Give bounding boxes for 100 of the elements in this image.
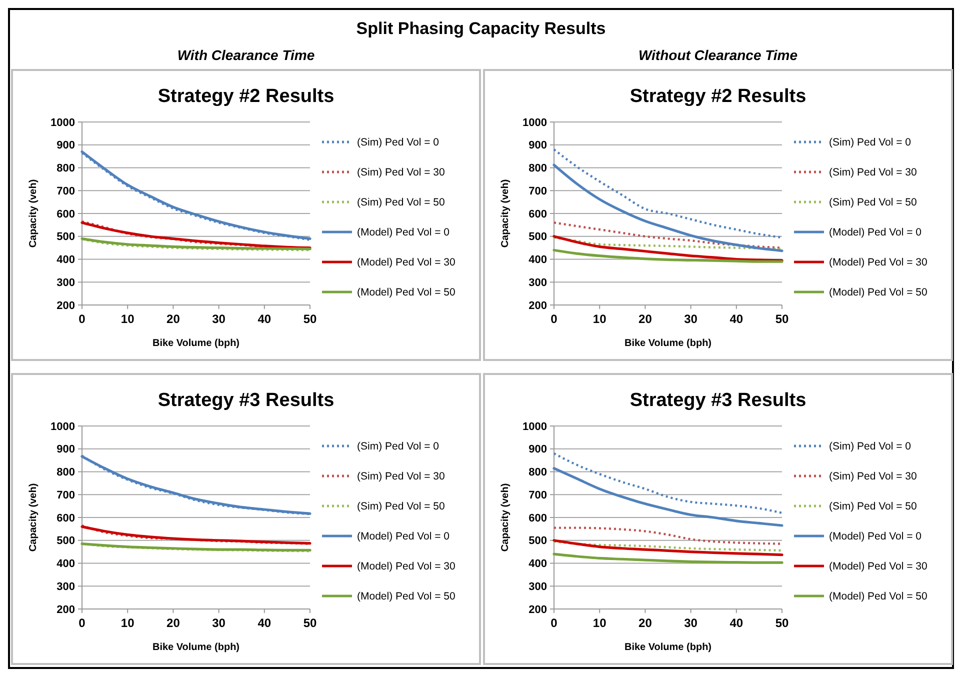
y-tick-label: 600 <box>56 208 75 220</box>
line-series <box>552 148 784 239</box>
x-tick-label: 40 <box>730 616 744 630</box>
line-series <box>552 467 784 527</box>
y-tick-label: 1000 <box>50 116 75 129</box>
legend-label: (Sim) Ped Vol = 50 <box>829 500 917 513</box>
x-tick-label: 50 <box>775 616 789 630</box>
chart-subtitle: Without Clearance Time <box>638 47 798 63</box>
x-tick-label: 20 <box>166 616 180 630</box>
chart-title: Strategy #3 Results <box>158 390 334 411</box>
y-tick-label: 200 <box>528 300 547 312</box>
y-axis-title: Capacity (veh) <box>28 483 39 552</box>
legend-label: (Sim) Ped Vol = 0 <box>357 136 440 149</box>
line-series <box>552 164 784 252</box>
line-series <box>552 235 784 262</box>
y-tick-label: 800 <box>56 162 75 175</box>
legend-label: (Model) Ped Vol = 0 <box>829 226 922 239</box>
y-tick-label: 800 <box>528 162 547 175</box>
y-tick-label: 700 <box>56 185 75 198</box>
line-series <box>552 540 784 552</box>
y-tick-label: 700 <box>528 489 547 502</box>
line-series <box>552 452 784 514</box>
legend-label: (Model) Ped Vol = 0 <box>829 530 922 543</box>
y-tick-label: 600 <box>528 512 547 524</box>
y-tick-label: 800 <box>56 466 75 479</box>
chart-subtitle: With Clearance Time <box>177 47 315 63</box>
x-tick-label: 10 <box>592 616 607 630</box>
y-tick-label: 500 <box>528 535 547 548</box>
y-tick-label: 400 <box>56 254 75 266</box>
y-tick-label: 300 <box>528 276 547 289</box>
x-tick-label: 10 <box>120 312 135 326</box>
x-tick-label: 0 <box>550 616 558 630</box>
x-tick-label: 50 <box>775 312 789 326</box>
text: Split Phasing Capacity Results <box>356 19 606 38</box>
y-tick-label: 1000 <box>50 420 75 433</box>
legend-label: (Sim) Ped Vol = 50 <box>357 196 445 209</box>
legend-label: (Model) Ped Vol = 0 <box>357 530 450 543</box>
y-tick-label: 200 <box>528 604 547 616</box>
y-tick-label: 900 <box>56 444 75 456</box>
legend-label: (Sim) Ped Vol = 30 <box>357 166 445 179</box>
y-tick-label: 1000 <box>522 116 547 129</box>
x-tick-label: 0 <box>78 312 86 326</box>
x-tick-label: 20 <box>166 312 180 326</box>
legend-label: (Model) Ped Vol = 50 <box>829 286 928 299</box>
x-tick-label: 10 <box>592 312 607 326</box>
chart-title: Strategy #2 Results <box>158 86 334 107</box>
y-tick-label: 400 <box>528 254 547 266</box>
x-tick-label: 50 <box>303 616 317 630</box>
y-tick-label: 900 <box>56 140 75 152</box>
x-tick-label: 10 <box>120 616 135 630</box>
x-tick-label: 30 <box>684 312 698 326</box>
y-tick-label: 600 <box>56 512 75 524</box>
y-tick-label: 500 <box>56 231 75 244</box>
legend-label: (Sim) Ped Vol = 30 <box>357 470 445 483</box>
y-tick-label: 300 <box>56 276 75 289</box>
chart-title: Strategy #2 Results <box>630 86 806 107</box>
legend-label: (Model) Ped Vol = 30 <box>829 560 928 573</box>
x-axis-title: Bike Volume (bph) <box>152 338 240 349</box>
x-axis-title: Bike Volume (bph) <box>624 642 712 653</box>
legend-label: (Sim) Ped Vol = 0 <box>829 136 912 149</box>
line-series <box>552 539 784 556</box>
y-axis-title: Capacity (veh) <box>500 179 511 248</box>
chart-title: Strategy #3 Results <box>630 390 806 411</box>
x-tick-label: 30 <box>212 616 226 630</box>
legend-label: (Model) Ped Vol = 50 <box>829 590 928 603</box>
legend-label: (Model) Ped Vol = 30 <box>357 560 456 573</box>
y-tick-label: 1000 <box>522 420 547 433</box>
x-tick-label: 40 <box>258 312 272 326</box>
y-tick-label: 800 <box>528 466 547 479</box>
legend-label: (Model) Ped Vol = 50 <box>357 590 456 603</box>
y-tick-label: 900 <box>528 444 547 456</box>
x-tick-label: 0 <box>78 616 86 630</box>
y-tick-label: 500 <box>56 535 75 548</box>
legend-label: (Model) Ped Vol = 30 <box>829 256 928 269</box>
x-axis-title: Bike Volume (bph) <box>152 642 240 653</box>
x-axis-title: Bike Volume (bph) <box>624 338 712 349</box>
y-tick-label: 700 <box>56 489 75 502</box>
line-series <box>552 236 784 250</box>
x-tick-label: 20 <box>638 312 652 326</box>
legend-label: (Sim) Ped Vol = 30 <box>829 470 917 483</box>
y-tick-label: 900 <box>528 140 547 152</box>
legend-label: (Sim) Ped Vol = 50 <box>829 196 917 209</box>
y-tick-label: 300 <box>56 580 75 593</box>
x-tick-label: 40 <box>258 616 272 630</box>
legend-label: (Sim) Ped Vol = 0 <box>357 440 440 453</box>
legend-label: (Model) Ped Vol = 0 <box>357 226 450 239</box>
legend-label: (Model) Ped Vol = 50 <box>357 286 456 299</box>
legend-label: (Sim) Ped Vol = 30 <box>829 166 917 179</box>
y-tick-label: 600 <box>528 208 547 220</box>
y-axis-title: Capacity (veh) <box>500 483 511 552</box>
x-tick-label: 20 <box>638 616 652 630</box>
y-tick-label: 300 <box>528 580 547 593</box>
line-series <box>552 248 784 263</box>
legend-label: (Sim) Ped Vol = 50 <box>357 500 445 513</box>
y-tick-label: 500 <box>528 231 547 244</box>
x-tick-label: 40 <box>730 312 744 326</box>
x-tick-label: 30 <box>212 312 226 326</box>
legend-label: (Model) Ped Vol = 30 <box>357 256 456 269</box>
y-tick-label: 200 <box>56 300 75 312</box>
y-axis-title: Capacity (veh) <box>28 179 39 248</box>
